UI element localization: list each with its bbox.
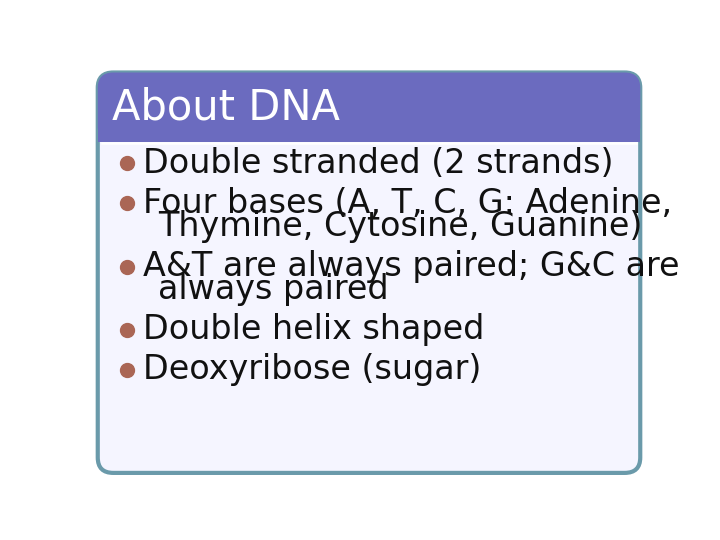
Text: About DNA: About DNA [112,86,340,128]
Text: Deoxyribose (sugar): Deoxyribose (sugar) [143,353,481,386]
Text: Double helix shaped: Double helix shaped [143,313,484,346]
Text: Four bases (A, T, C, G: Adenine,: Four bases (A, T, C, G: Adenine, [143,187,672,220]
Text: Double stranded (2 strands): Double stranded (2 strands) [143,147,613,180]
FancyBboxPatch shape [98,72,640,473]
Bar [98,107,640,142]
Text: always paired: always paired [158,273,389,306]
FancyBboxPatch shape [98,72,640,142]
Text: Thymine, Cytosine, Guanine): Thymine, Cytosine, Guanine) [158,210,642,243]
Text: A&T are always paired; G&C are: A&T are always paired; G&C are [143,250,679,283]
